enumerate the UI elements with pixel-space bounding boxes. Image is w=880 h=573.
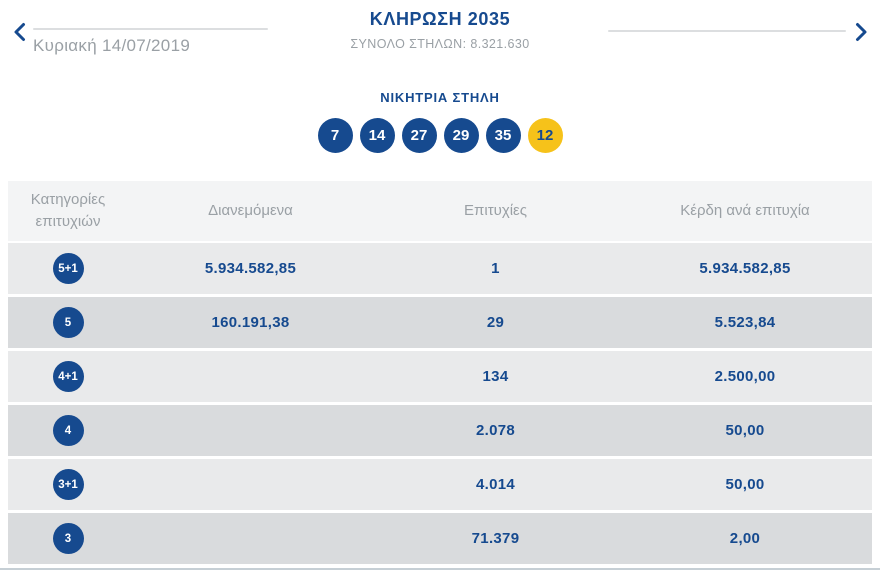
- table-row: 5 160.191,38 29 5.523,84: [8, 297, 872, 348]
- left-divider-line: [33, 28, 268, 30]
- table-row: 4 2.078 50,00: [8, 405, 872, 456]
- tier-badge: 4: [52, 415, 84, 446]
- winning-number-ball: 7: [317, 118, 353, 153]
- column-header-wins: Επιτυχίες: [464, 201, 527, 219]
- wins-cell: 1: [491, 260, 500, 277]
- column-header-distributed: Διανεμόμενα: [208, 201, 293, 219]
- per-win-cell: 5.934.582,85: [699, 260, 791, 277]
- chevron-right-icon: [855, 22, 868, 45]
- column-header-categories: Κατηγορίες επιτυχιών: [30, 190, 106, 231]
- results-table-body: 5+1 5.934.582,85 1 5.934.582,85 5 160.19…: [8, 243, 872, 564]
- winning-number-ball: 29: [443, 118, 479, 153]
- title-block: ΚΛΗΡΩΣΗ 2035 ΣΥΝΟΛΟ ΣΤΗΛΩΝ: 8.321.630: [270, 9, 610, 51]
- per-win-cell: 2.500,00: [714, 368, 776, 385]
- per-win-cell: 2,00: [729, 530, 761, 547]
- bonus-number-ball: 12: [527, 118, 563, 153]
- winning-number-ball: 35: [485, 118, 521, 153]
- next-draw-button[interactable]: [849, 20, 873, 46]
- tier-badge: 3: [52, 523, 84, 554]
- tier-badge: 5+1: [52, 253, 84, 284]
- wins-cell: 4.014: [475, 476, 516, 493]
- draw-title: ΚΛΗΡΩΣΗ 2035: [369, 9, 511, 29]
- column-header-per-win: Κέρδη ανά επιτυχία: [680, 201, 810, 219]
- results-table: Κατηγορίες επιτυχιών Διανεμόμενα Επιτυχί…: [8, 181, 872, 567]
- winning-column-label: ΝΙΚΗΤΡΙΑ ΣΤΗΛΗ: [380, 90, 500, 105]
- winning-number-ball: 27: [401, 118, 437, 153]
- distributed-cell: 160.191,38: [211, 314, 290, 331]
- total-columns-label: ΣΥΝΟΛΟ ΣΤΗΛΩΝ: 8.321.630: [350, 37, 530, 51]
- wins-cell: 134: [482, 368, 509, 385]
- previous-draw-button[interactable]: [7, 20, 31, 46]
- draw-header: Κυριακή 14/07/2019 ΚΛΗΡΩΣΗ 2035 ΣΥΝΟΛΟ Σ…: [0, 0, 880, 62]
- results-table-header: Κατηγορίες επιτυχιών Διανεμόμενα Επιτυχί…: [8, 181, 872, 241]
- table-row: 4+1 134 2.500,00: [8, 351, 872, 402]
- chevron-left-icon: [13, 22, 26, 45]
- table-row: 5+1 5.934.582,85 1 5.934.582,85: [8, 243, 872, 294]
- tier-badge: 3+1: [52, 469, 84, 500]
- distributed-cell: 5.934.582,85: [204, 260, 297, 277]
- per-win-cell: 5.523,84: [714, 314, 776, 331]
- winning-numbers: 7 14 27 29 35 12: [0, 118, 880, 153]
- table-row: 3 71.379 2,00: [8, 513, 872, 564]
- winning-number-ball: 14: [359, 118, 395, 153]
- table-row: 3+1 4.014 50,00: [8, 459, 872, 510]
- wins-cell: 2.078: [475, 422, 516, 439]
- per-win-cell: 50,00: [725, 422, 765, 439]
- right-divider-line: [608, 30, 846, 32]
- bottom-divider-line: [0, 568, 880, 570]
- tier-badge: 4+1: [52, 361, 84, 392]
- wins-cell: 29: [486, 314, 505, 331]
- per-win-cell: 50,00: [725, 476, 765, 493]
- draw-date: Κυριακή 14/07/2019: [33, 36, 191, 55]
- tier-badge: 5: [52, 307, 84, 338]
- wins-cell: 71.379: [471, 530, 520, 547]
